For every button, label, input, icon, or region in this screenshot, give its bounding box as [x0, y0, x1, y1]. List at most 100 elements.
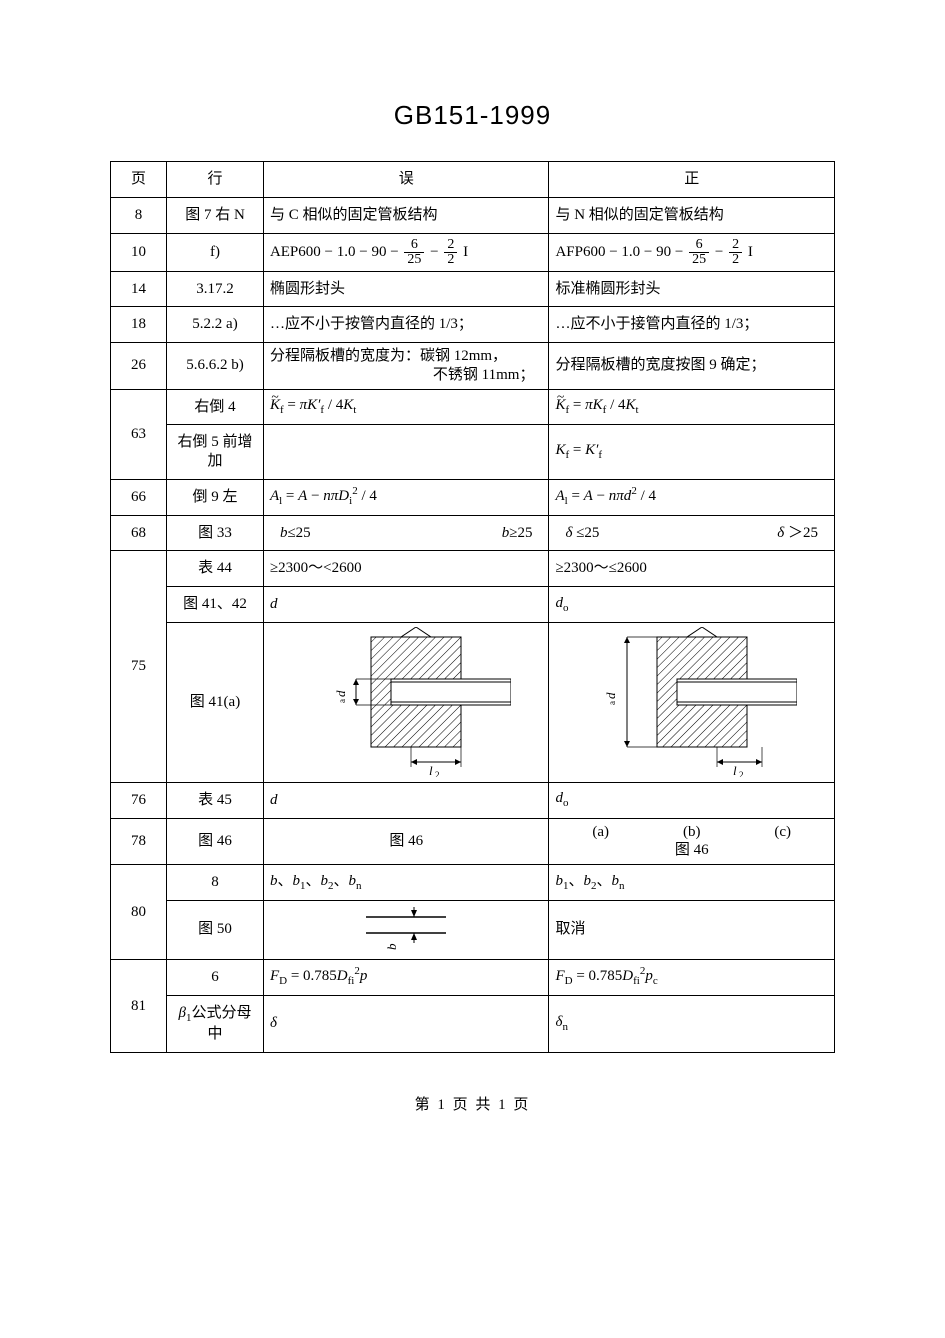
svg-text:a: a	[337, 699, 347, 703]
wrong-cell: 分程隔板槽的宽度为：碳钢 12mm， 不锈钢 11mm；	[263, 343, 549, 390]
table-row: 14 3.17.2 椭圆形封头 标准椭圆形封头	[111, 271, 835, 307]
correct-cell: 标准椭圆形封头	[549, 271, 835, 307]
text-line: 分程隔板槽的宽度为：碳钢 12mm，	[270, 347, 543, 366]
row-cell: 图 41(a)	[167, 622, 264, 782]
wrong-cell: b、b1、b2、bn	[263, 865, 549, 901]
correct-cell: δn	[549, 995, 835, 1053]
table-row: 75 表 44 ≥2300～<2600 ≥2300～≤2600	[111, 551, 835, 587]
table-row: 78 图 46 图 46 (a) (b) (c) 图 46	[111, 818, 835, 865]
table-row: 80 8 b、b1、b2、bn b1、b2、bn	[111, 865, 835, 901]
svg-text:l: l	[429, 763, 433, 777]
correct-cell: Kf = πKf / 4Kt	[549, 389, 835, 425]
row-cell: f)	[167, 233, 264, 271]
correct-cell-diagram: d a l 2	[549, 622, 835, 782]
formula-text: I	[748, 243, 753, 259]
table-row: 图 41、42 d do	[111, 587, 835, 623]
text-line: 不锈钢 11mm；	[270, 366, 543, 385]
row-cell: 8	[167, 865, 264, 901]
correct-cell: b1、b2、bn	[549, 865, 835, 901]
fraction: 22	[444, 238, 457, 267]
correct-cell: do	[549, 782, 835, 818]
correct-cell: AFP600 − 1.0 − 90 − 625 − 22 I	[549, 233, 835, 271]
page-cell: 75	[111, 551, 167, 783]
wrong-cell: δ	[263, 995, 549, 1053]
formula-text: AFP600 − 1.0 − 90 −	[555, 243, 687, 259]
subfig-label: (a)	[592, 823, 609, 842]
svg-text:2: 2	[739, 770, 744, 777]
page-cell: 10	[111, 233, 167, 271]
wrong-cell: 与 C 相似的固定管板结构	[263, 197, 549, 233]
page-cell: 80	[111, 865, 167, 960]
page-footer: 第 1 页 共 1 页	[110, 1093, 835, 1114]
wrong-cell-diagram: d a l 2	[263, 622, 549, 782]
col-header-correct: 正	[549, 162, 835, 198]
wrong-cell: …应不小于按管内直径的 1/3；	[263, 307, 549, 343]
page-cell: 14	[111, 271, 167, 307]
row-cell: 图 50	[167, 900, 264, 959]
col-header-page: 页	[111, 162, 167, 198]
row-cell: 3.17.2	[167, 271, 264, 307]
row-cell: 表 44	[167, 551, 264, 587]
inequality: b≤25	[280, 524, 311, 543]
correct-cell: ≥2300～≤2600	[549, 551, 835, 587]
correct-cell: …应不小于接管内直径的 1/3；	[549, 307, 835, 343]
correct-cell: Al = A − nπd2 / 4	[549, 479, 835, 515]
inequality: δ ≤25	[565, 524, 599, 543]
wrong-cell: b≤25 b≥25	[263, 515, 549, 551]
table-row: 66 倒 9 左 Al = A − nπDi2 / 4 Al = A − nπd…	[111, 479, 835, 515]
row-cell: 图 41、42	[167, 587, 264, 623]
wrong-cell: AEP600 − 1.0 − 90 − 625 − 22 I	[263, 233, 549, 271]
row-cell: 倒 9 左	[167, 479, 264, 515]
document-title: GB151-1999	[110, 100, 835, 131]
correct-cell: Kf = K′f	[549, 425, 835, 480]
fraction: 625	[404, 238, 424, 267]
table-row: 8 图 7 右 N 与 C 相似的固定管板结构 与 N 相似的固定管板结构	[111, 197, 835, 233]
page-cell: 18	[111, 307, 167, 343]
row-cell: 表 45	[167, 782, 264, 818]
correct-cell: 取消	[549, 900, 835, 959]
wrong-cell-diagram: b	[263, 900, 549, 959]
page-cell: 76	[111, 782, 167, 818]
inequality: δ ＞25	[777, 524, 818, 543]
formula-text: AEP600 − 1.0 − 90 −	[270, 243, 402, 259]
wrong-cell: Al = A − nπDi2 / 4	[263, 479, 549, 515]
table-row: 图 41(a)	[111, 622, 835, 782]
page-cell: 81	[111, 959, 167, 1052]
wrong-cell: ≥2300～<2600	[263, 551, 549, 587]
wrong-cell: d	[263, 587, 549, 623]
table-row: 10 f) AEP600 − 1.0 − 90 − 625 − 22 I AFP…	[111, 233, 835, 271]
section-diagram-icon: d a l 2	[301, 627, 511, 777]
fraction: 625	[689, 238, 709, 267]
document-page: GB151-1999 页 行 误 正 8 图 7 右 N 与 C 相似的固定管板…	[0, 0, 945, 1338]
row-cell: 图 46	[167, 818, 264, 865]
page-cell: 26	[111, 343, 167, 390]
correct-cell: δ ≤25 δ ＞25	[549, 515, 835, 551]
fraction: 22	[729, 238, 742, 267]
figure-caption: 图 46	[555, 841, 828, 860]
formula-text: −	[430, 243, 442, 259]
b-dimension-icon: b	[346, 905, 466, 955]
var-k: K	[555, 396, 565, 415]
row-cell: β1公式分母中	[167, 995, 264, 1053]
col-header-wrong: 误	[263, 162, 549, 198]
table-row: 图 50 b 取消	[111, 900, 835, 959]
correct-cell: 分程隔板槽的宽度按图 9 确定；	[549, 343, 835, 390]
svg-text:2: 2	[435, 770, 440, 777]
table-row: 63 右倒 4 Kf = πK′f / 4Kt Kf = πKf / 4Kt	[111, 389, 835, 425]
section-diagram-icon: d a l 2	[587, 627, 797, 777]
wrong-cell	[263, 425, 549, 480]
col-header-row: 行	[167, 162, 264, 198]
table-row: 26 5.6.6.2 b) 分程隔板槽的宽度为：碳钢 12mm， 不锈钢 11m…	[111, 343, 835, 390]
table-row: 18 5.2.2 a) …应不小于按管内直径的 1/3； …应不小于接管内直径的…	[111, 307, 835, 343]
page-cell: 63	[111, 389, 167, 479]
table-row: 68 图 33 b≤25 b≥25 δ ≤25 δ ＞25	[111, 515, 835, 551]
table-header-row: 页 行 误 正	[111, 162, 835, 198]
row-cell: 6	[167, 959, 264, 995]
svg-text:l: l	[733, 763, 737, 777]
row-cell: 5.2.2 a)	[167, 307, 264, 343]
subfig-label: (c)	[774, 823, 791, 842]
errata-table: 页 行 误 正 8 图 7 右 N 与 C 相似的固定管板结构 与 N 相似的固…	[110, 161, 835, 1053]
row-cell: 右倒 4	[167, 389, 264, 425]
correct-cell: do	[549, 587, 835, 623]
formula-text: I	[463, 243, 468, 259]
